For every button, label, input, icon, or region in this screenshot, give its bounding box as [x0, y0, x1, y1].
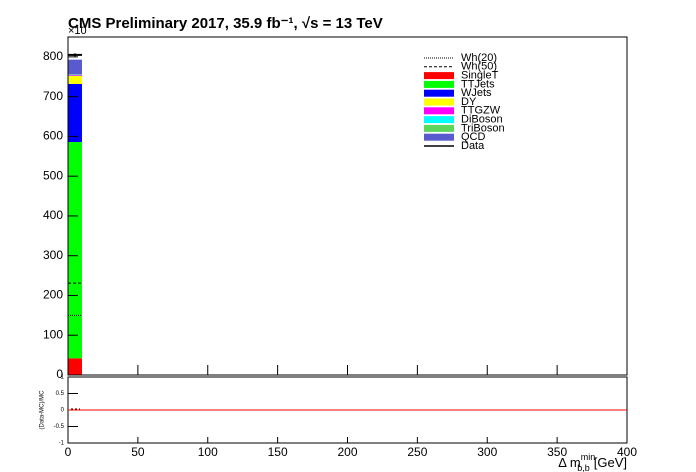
- x-tick-label: 300: [477, 445, 497, 459]
- y-tick-label: 100: [43, 327, 63, 341]
- legend-label: WJets: [461, 87, 492, 99]
- ratio-y-tick-label: 1: [61, 375, 65, 381]
- y-tick-label: 300: [43, 248, 63, 262]
- legend-label: SingleT: [461, 70, 499, 82]
- y-tick-label: 500: [43, 168, 63, 182]
- x-tick-label: 150: [268, 445, 288, 459]
- data-marker: [73, 53, 77, 57]
- legend-label: Wh(20): [461, 52, 497, 64]
- legend-swatch: [424, 116, 454, 124]
- legend-label: QCD: [461, 131, 486, 143]
- legend-swatch: [424, 72, 454, 80]
- x-tick-label: 50: [131, 445, 145, 459]
- stack-segment: [68, 358, 82, 375]
- x-axis-label: Δ mmin b,b [GeV]: [558, 452, 627, 472]
- y-tick-label: 0: [56, 367, 63, 381]
- main-frame: [67, 36, 628, 376]
- x-tick-label: 250: [407, 445, 427, 459]
- stack-segment: [68, 83, 82, 142]
- x-tick-label: 400: [617, 445, 637, 459]
- legend-label: Wh(50): [461, 61, 497, 73]
- legend-label: Data: [461, 140, 485, 152]
- stack-segment: [68, 75, 82, 84]
- legend-swatch: [424, 80, 454, 88]
- legend-label: TTGZW: [461, 105, 501, 117]
- y-exponent: ×10: [68, 25, 87, 37]
- legend-swatch: [424, 98, 454, 106]
- y-tick-label: 600: [43, 129, 63, 143]
- x-tick-label: 100: [198, 445, 218, 459]
- legend-swatch: [424, 89, 454, 97]
- x-tick-label: 0: [65, 445, 72, 459]
- y-tick-label: 800: [43, 49, 63, 63]
- chart-title: CMS Preliminary 2017, 35.9 fb⁻¹, √s = 13…: [68, 15, 383, 32]
- x-label-main: Δ m: [558, 455, 580, 470]
- legend-swatch: [424, 107, 454, 115]
- legend-label: DY: [461, 96, 477, 108]
- legend-label: TTJets: [461, 78, 495, 90]
- legend-label: DiBoson: [461, 114, 503, 126]
- stack-segment: [68, 141, 82, 359]
- x-tick-label: 350: [547, 445, 567, 459]
- stack-segment: [68, 75, 82, 76]
- legend-swatch: [424, 133, 454, 141]
- y-tick-label: 700: [43, 89, 63, 103]
- x-tick-label: 200: [337, 445, 357, 459]
- legend-swatch: [424, 124, 454, 132]
- ratio-y-tick-label: 0: [61, 408, 65, 414]
- ratio-y-tick-label: -0.5: [54, 424, 65, 430]
- y-tick-label: 200: [43, 288, 63, 302]
- x-label-unit: [GeV]: [594, 455, 627, 470]
- x-label-sup: min: [581, 452, 596, 462]
- ratio-y-label: (Data-MC)/MC: [40, 390, 46, 430]
- x-label-sub: b,b: [577, 463, 590, 472]
- ratio-y-tick-label: 0.5: [56, 391, 65, 397]
- stack-segment: [68, 59, 82, 75]
- y-tick-label: 400: [43, 208, 63, 222]
- legend-label: TriBoson: [461, 122, 505, 134]
- ratio-y-tick-label: -1: [59, 441, 65, 447]
